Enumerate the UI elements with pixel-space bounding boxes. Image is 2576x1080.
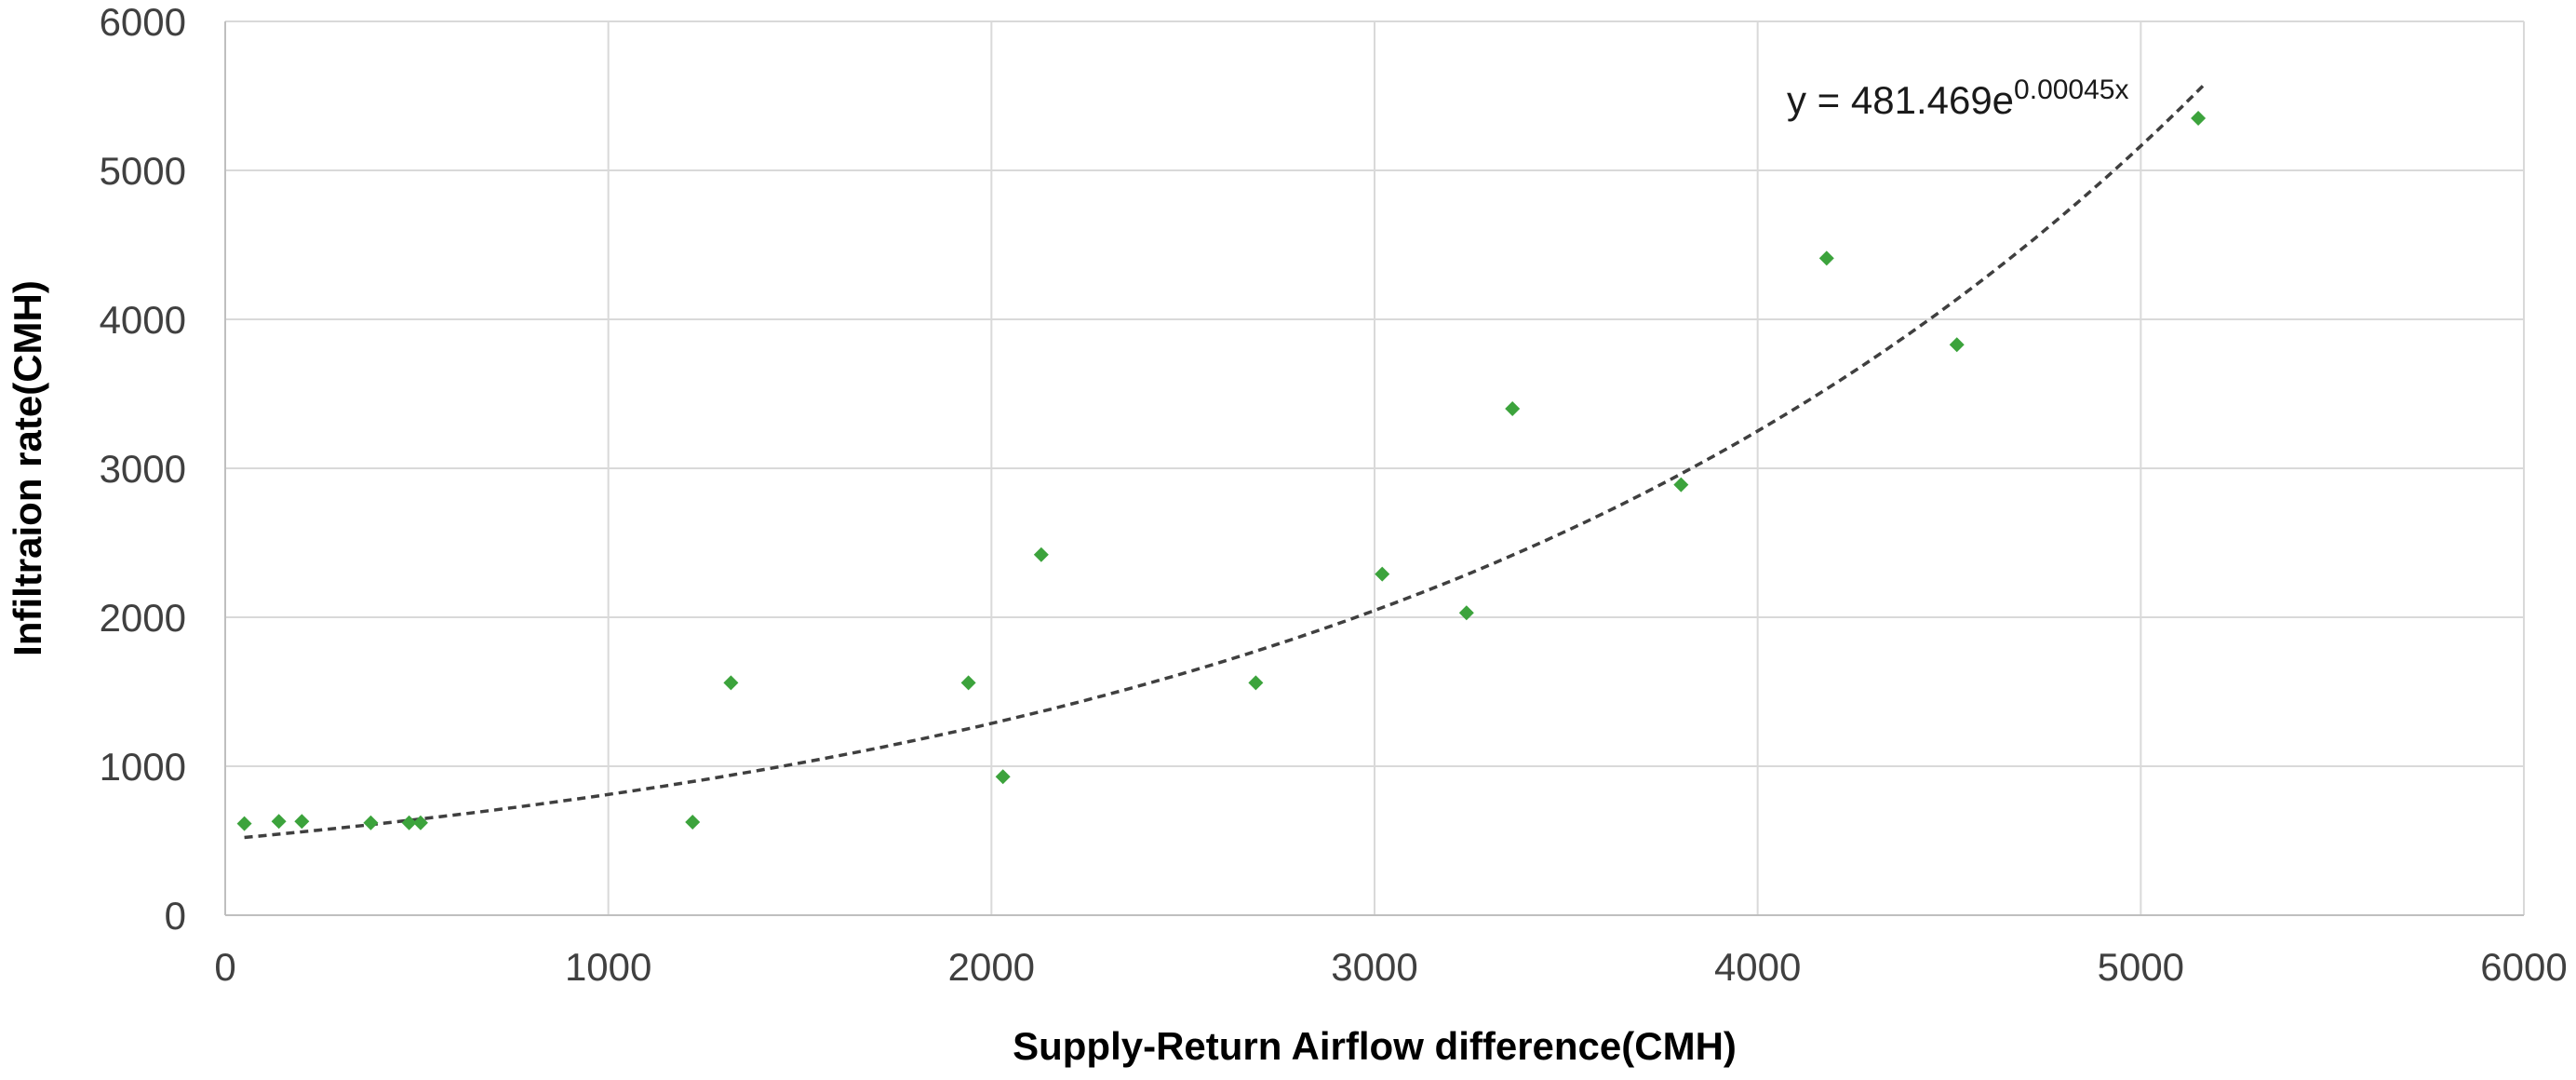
trendline	[244, 81, 2207, 840]
data-point-diamond	[412, 815, 428, 830]
data-point-diamond	[2191, 111, 2207, 126]
y-axis-title: Infiltraion rate(CMH)	[6, 280, 49, 656]
data-point-diamond	[1033, 547, 1049, 562]
x-axis-tick-labels: 0 1000 2000 3000 4000 5000 6000	[214, 945, 2567, 989]
data-point-diamond	[294, 814, 310, 830]
x-tick-label: 0	[214, 945, 235, 989]
y-tick-label: 2000	[100, 596, 186, 640]
data-point-diamond	[723, 675, 739, 691]
x-axis-title: Supply-Return Airflow difference(CMH)	[1013, 1024, 1737, 1068]
y-tick-label: 0	[165, 894, 186, 938]
exponential-trendline-curve	[244, 81, 2207, 840]
x-tick-label: 1000	[565, 945, 651, 989]
data-point-diamond	[995, 769, 1011, 785]
data-points-series	[236, 111, 2207, 831]
gridlines	[225, 20, 2525, 915]
x-tick-label: 2000	[948, 945, 1035, 989]
equation-base: y = 481.469e	[1787, 78, 2014, 122]
x-tick-label: 6000	[2480, 945, 2567, 989]
data-point-diamond	[1458, 605, 1474, 621]
data-point-diamond	[1375, 566, 1390, 582]
y-tick-label: 1000	[100, 745, 186, 789]
data-point-diamond	[1949, 337, 1965, 353]
trendline-equation-label: y = 481.469e0.00045x	[1787, 74, 2129, 122]
y-axis-tick-labels: 0 1000 2000 3000 4000 5000 6000	[100, 0, 186, 938]
data-point-diamond	[1505, 401, 1521, 416]
data-point-diamond	[401, 815, 417, 830]
axis-lines	[224, 21, 2524, 916]
data-point-diamond	[271, 814, 287, 830]
x-tick-label: 4000	[1714, 945, 1801, 989]
data-point-diamond	[1818, 250, 1834, 266]
y-tick-label: 4000	[100, 298, 186, 342]
data-point-diamond	[236, 816, 252, 831]
data-point-diamond	[960, 675, 976, 691]
equation-exponent: 0.00045x	[2014, 74, 2128, 105]
y-tick-label: 6000	[100, 0, 186, 44]
data-point-diamond	[1248, 675, 1264, 691]
data-point-diamond	[1673, 477, 1689, 493]
y-tick-label: 3000	[100, 447, 186, 491]
data-point-diamond	[363, 815, 379, 830]
x-tick-label: 3000	[1331, 945, 1417, 989]
y-tick-label: 5000	[100, 149, 186, 193]
data-point-diamond	[685, 815, 701, 830]
x-tick-label: 5000	[2098, 945, 2184, 989]
